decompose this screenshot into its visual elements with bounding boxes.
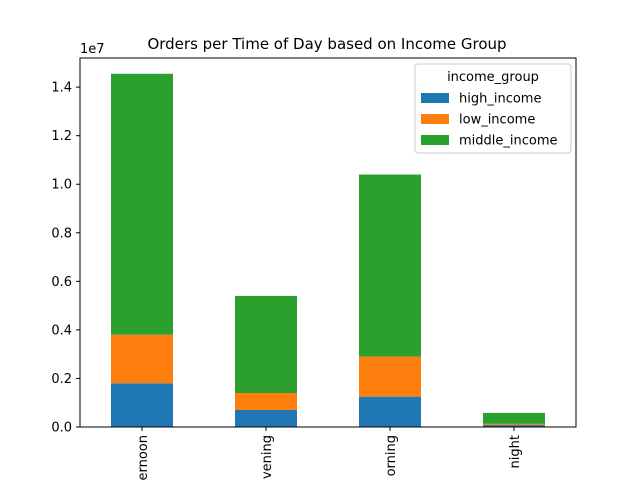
- y-tick-label: 1.4: [51, 81, 72, 96]
- bar-morning-low_income: [359, 356, 421, 397]
- bar-afternoon-low_income: [111, 334, 173, 384]
- bar-afternoon-high_income: [111, 383, 173, 427]
- x-tick-label-morning: orning: [384, 435, 399, 476]
- y-tick-label: 0.6: [51, 275, 72, 290]
- legend-title: income_group: [447, 70, 539, 85]
- bar-evening-low_income: [235, 393, 297, 411]
- chart-title: Orders per Time of Day based on Income G…: [147, 35, 506, 53]
- y-tick-label: 0.8: [51, 226, 72, 241]
- x-tick-label-night: night: [508, 435, 523, 468]
- x-tick-label-afternoon: ernoon: [136, 435, 151, 480]
- plot-frame: [79, 57, 577, 428]
- bar-night-middle_income: [483, 412, 545, 424]
- y-tick-label: 1.0: [51, 178, 72, 193]
- bar-night-low_income: [483, 423, 545, 426]
- y-tick-label: 1.2: [51, 129, 72, 144]
- y-tick-label: 0.0: [51, 421, 72, 436]
- x-tick-label-evening: vening: [260, 435, 275, 479]
- bar-night-high_income: [483, 425, 545, 427]
- bar-afternoon-middle_income: [111, 73, 173, 335]
- bars-layer: [111, 73, 545, 427]
- bar-evening-high_income: [235, 410, 297, 427]
- y-axis-offset-label: 1e7: [80, 42, 105, 57]
- legend-items: high_income low_income middle_income: [421, 92, 558, 149]
- legend-swatch-middle_income: [421, 135, 449, 145]
- y-tick-label: 0.4: [51, 323, 72, 338]
- legend-label-middle_income: middle_income: [459, 134, 558, 149]
- legend-box: [414, 63, 572, 154]
- legend-swatch-high_income: [421, 93, 449, 103]
- bar-evening-middle_income: [235, 295, 297, 394]
- bar-morning-high_income: [359, 396, 421, 427]
- bar-morning-middle_income: [359, 174, 421, 357]
- legend-label-high_income: high_income: [459, 92, 541, 107]
- y-tick-label: 0.2: [51, 372, 72, 387]
- legend-swatch-low_income: [421, 114, 449, 124]
- legend: income_group high_income low_incomemiddle…: [414, 63, 572, 154]
- axes-layer: 0.0 0.2 0.4 0.6 0.8 1.0 1.2 1.4 ernoon vening orni…: [51, 57, 577, 480]
- legend-label-low_income: low_income: [459, 113, 535, 128]
